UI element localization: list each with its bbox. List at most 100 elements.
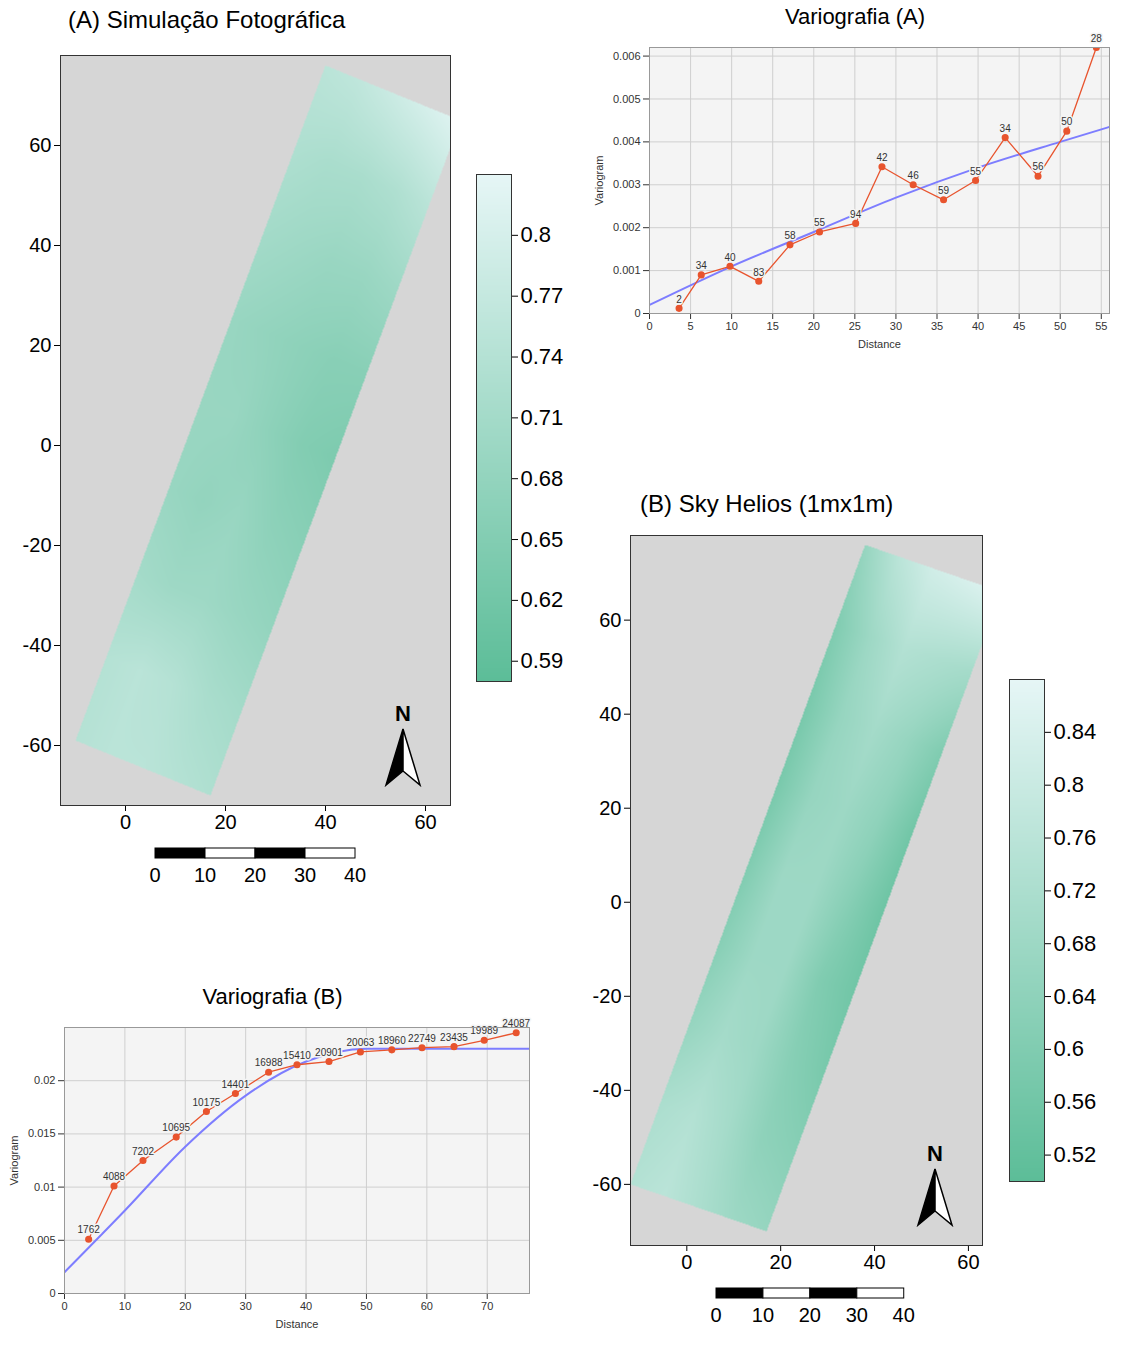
svg-text:20901: 20901 [315, 1047, 343, 1058]
svg-text:0: 0 [646, 320, 652, 332]
svg-text:0.006: 0.006 [613, 50, 641, 62]
svg-text:Distance: Distance [276, 1318, 319, 1330]
svg-text:Variogram: Variogram [593, 156, 605, 206]
svg-text:20: 20 [599, 797, 621, 819]
svg-text:0.01: 0.01 [34, 1181, 55, 1193]
svg-text:20: 20 [179, 1300, 191, 1312]
svg-text:0.56: 0.56 [1054, 1089, 1097, 1114]
svg-text:42: 42 [876, 152, 888, 163]
svg-text:4088: 4088 [103, 1171, 126, 1182]
svg-text:0: 0 [61, 1300, 67, 1312]
svg-text:0.004: 0.004 [613, 135, 641, 147]
svg-text:16988: 16988 [255, 1057, 283, 1068]
svg-text:18960: 18960 [378, 1035, 406, 1046]
svg-text:46: 46 [908, 170, 920, 181]
svg-text:40: 40 [300, 1300, 312, 1312]
svg-text:83: 83 [753, 267, 765, 278]
svg-text:0.65: 0.65 [521, 527, 564, 552]
svg-text:0: 0 [681, 1251, 692, 1273]
svg-text:0.003: 0.003 [613, 178, 641, 190]
svg-text:10175: 10175 [193, 1097, 221, 1108]
svg-text:0.59: 0.59 [521, 648, 564, 673]
svg-text:55: 55 [1095, 320, 1107, 332]
svg-text:40: 40 [863, 1251, 885, 1273]
svg-text:0.64: 0.64 [1054, 984, 1097, 1009]
svg-text:40: 40 [29, 234, 51, 256]
svg-text:0.71: 0.71 [521, 405, 564, 430]
svg-text:0: 0 [634, 307, 640, 319]
svg-text:0.001: 0.001 [613, 264, 641, 276]
svg-text:0.02: 0.02 [34, 1074, 55, 1086]
svg-text:60: 60 [957, 1251, 979, 1273]
svg-text:70: 70 [481, 1300, 493, 1312]
svg-text:30: 30 [240, 1300, 252, 1312]
svg-text:10: 10 [752, 1304, 774, 1326]
svg-text:0: 0 [711, 1304, 722, 1326]
svg-text:30: 30 [846, 1304, 868, 1326]
svg-text:14401: 14401 [221, 1079, 249, 1090]
svg-text:10: 10 [119, 1300, 131, 1312]
svg-text:20: 20 [808, 320, 820, 332]
svg-text:58: 58 [784, 230, 796, 241]
svg-text:-20: -20 [23, 534, 52, 556]
svg-text:35: 35 [931, 320, 943, 332]
svg-text:20: 20 [214, 811, 236, 833]
svg-text:20: 20 [770, 1251, 792, 1273]
svg-text:60: 60 [421, 1300, 433, 1312]
svg-text:0.68: 0.68 [1054, 931, 1097, 956]
svg-text:2: 2 [676, 294, 682, 305]
svg-text:50: 50 [360, 1300, 372, 1312]
svg-text:20: 20 [29, 334, 51, 356]
svg-text:15: 15 [767, 320, 779, 332]
svg-text:-60: -60 [593, 1173, 622, 1195]
svg-text:40: 40 [972, 320, 984, 332]
svg-text:-60: -60 [23, 734, 52, 756]
svg-text:0.8: 0.8 [521, 222, 552, 247]
svg-text:60: 60 [599, 609, 621, 631]
svg-text:0.72: 0.72 [1054, 878, 1097, 903]
svg-text:0: 0 [40, 434, 51, 456]
svg-text:10: 10 [194, 864, 216, 886]
svg-text:34: 34 [1000, 123, 1012, 134]
svg-text:23435: 23435 [440, 1032, 468, 1043]
svg-text:N: N [927, 1141, 943, 1166]
svg-text:0.6: 0.6 [1054, 1036, 1085, 1061]
svg-text:60: 60 [414, 811, 436, 833]
svg-text:0.015: 0.015 [28, 1127, 56, 1139]
svg-text:5: 5 [688, 320, 694, 332]
svg-text:Variogram: Variogram [8, 1136, 20, 1186]
svg-text:0: 0 [610, 891, 621, 913]
svg-text:0.8: 0.8 [1054, 772, 1085, 797]
svg-text:10: 10 [726, 320, 738, 332]
svg-text:-40: -40 [593, 1079, 622, 1101]
svg-text:0.68: 0.68 [521, 466, 564, 491]
svg-text:0.74: 0.74 [521, 344, 564, 369]
svg-text:0: 0 [49, 1287, 55, 1299]
svg-text:45: 45 [1013, 320, 1025, 332]
svg-text:0.76: 0.76 [1054, 825, 1097, 850]
svg-text:7202: 7202 [132, 1146, 155, 1157]
svg-text:0.77: 0.77 [521, 283, 564, 308]
svg-text:15410: 15410 [283, 1050, 311, 1061]
svg-text:0.62: 0.62 [521, 587, 564, 612]
svg-text:94: 94 [850, 209, 862, 220]
svg-text:20: 20 [244, 864, 266, 886]
svg-text:40: 40 [724, 252, 736, 263]
svg-text:0: 0 [120, 811, 131, 833]
svg-text:10695: 10695 [162, 1122, 190, 1133]
svg-text:20: 20 [799, 1304, 821, 1326]
svg-text:40: 40 [344, 864, 366, 886]
svg-text:1762: 1762 [78, 1224, 101, 1235]
svg-text:-40: -40 [23, 634, 52, 656]
svg-text:55: 55 [970, 166, 982, 177]
svg-text:0.005: 0.005 [613, 93, 641, 105]
svg-text:22749: 22749 [408, 1033, 436, 1044]
svg-text:30: 30 [890, 320, 902, 332]
svg-text:28: 28 [1091, 33, 1103, 44]
svg-text:0: 0 [149, 864, 160, 886]
svg-text:40: 40 [599, 703, 621, 725]
svg-text:50: 50 [1061, 116, 1073, 127]
svg-text:56: 56 [1032, 161, 1044, 172]
svg-text:40: 40 [893, 1304, 915, 1326]
svg-text:50: 50 [1054, 320, 1066, 332]
